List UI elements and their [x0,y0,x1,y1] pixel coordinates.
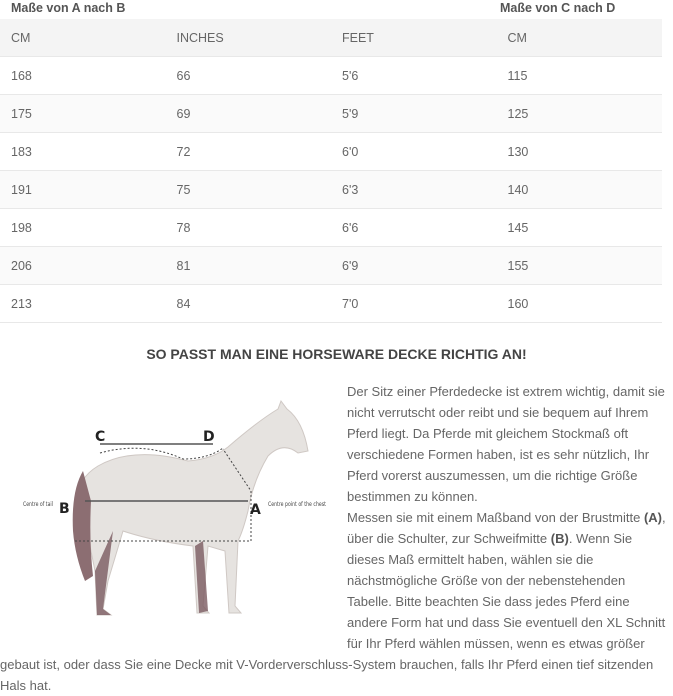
table-cell: 78 [165,208,331,247]
table-cell: 5'9 [331,94,497,133]
label-c: C [95,429,105,445]
header-feet: FEET [331,19,497,57]
horse-measurement-diagram: C D B A Centre of tail Centre point of t… [3,381,333,651]
table-cell: 168 [0,56,166,95]
chest-label: Centre point of the chest [268,500,326,508]
group-c-to-d: Maße von C nach D [500,1,616,15]
size-table-group-headers: Maße von A nach B Maße von C nach D [11,0,662,19]
header-cm-cd: CM [496,19,662,57]
table-row: 175 69 5'9 125 [0,94,662,133]
point-a: (A) [643,510,662,525]
group-a-to-b: Maße von A nach B [11,1,126,15]
measure-text: Messen sie mit einem Maßband von der Bru… [347,510,644,525]
table-cell: 160 [496,284,662,323]
label-d: D [203,429,215,445]
table-row: 183 72 6'0 130 [0,132,662,171]
table-cell: 213 [0,284,166,323]
table-row: 168 66 5'6 115 [0,56,662,95]
size-table: CM INCHES FEET CM 168 66 5'6 115 175 69 5'9 125… [0,19,662,323]
label-b: B [59,501,70,517]
table-cell: 5'6 [331,56,497,95]
table-row: 191 75 6'3 140 [0,170,662,209]
tail-label: Centre of tail [23,500,53,508]
measure-text-3: . Wenn Sie dieses Maß ermittelt haben, w… [0,531,666,693]
table-header-row: CM INCHES FEET CM [0,19,662,57]
header-cm: CM [0,19,166,57]
table-cell: 7'0 [331,284,497,323]
table-cell: 206 [0,246,166,285]
measure-text-2: , über die Schulter, zur Schweifmitte [347,510,666,546]
table-cell: 6'6 [331,208,497,247]
fitting-guide: C D B A Centre of tail Centre point of t… [0,381,668,696]
table-cell: 191 [0,170,166,209]
table-cell: 69 [165,94,331,133]
table-cell: 66 [165,56,331,95]
table-cell: 140 [496,170,662,209]
table-cell: 75 [165,170,331,209]
table-row: 198 78 6'6 145 [0,208,662,247]
table-cell: 125 [496,94,662,133]
table-cell: 145 [496,208,662,247]
table-cell: 198 [0,208,166,247]
table-cell: 155 [496,246,662,285]
table-cell: 175 [0,94,166,133]
table-cell: 130 [496,132,662,171]
label-a: A [250,502,261,518]
table-cell: 183 [0,132,166,171]
table-row: 213 84 7'0 160 [0,284,662,323]
header-inches: INCHES [165,19,331,57]
table-cell: 81 [165,246,331,285]
table-cell: 115 [496,56,662,95]
intro-paragraph: Der Sitz einer Pferdedecke ist extrem wi… [347,384,665,504]
table-cell: 72 [165,132,331,171]
section-heading: SO PASST MAN EINE HORSEWARE DECKE RICHTI… [146,346,527,362]
point-b: (B) [550,531,569,546]
horse-illustration: C D B A Centre of tail Centre point of t… [23,399,326,616]
table-row: 206 81 6'9 155 [0,246,662,285]
table-cell: 6'3 [331,170,497,209]
table-cell: 6'0 [331,132,497,171]
table-cell: 84 [165,284,331,323]
table-cell: 6'9 [331,246,497,285]
